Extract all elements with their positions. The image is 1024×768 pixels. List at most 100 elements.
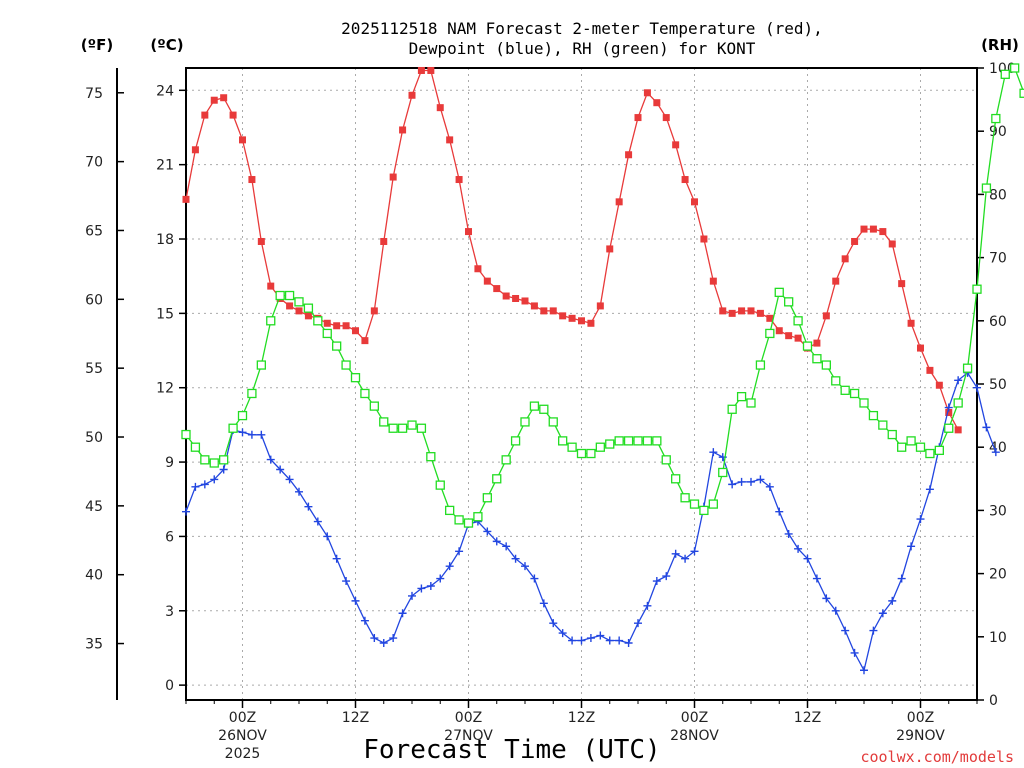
dewpoint-point	[502, 542, 511, 551]
dewpoint-point	[860, 666, 868, 675]
temperature-point	[898, 280, 906, 288]
rh-point	[925, 448, 935, 459]
celsius-tick-label: 15	[156, 306, 174, 322]
temperature-point	[304, 312, 312, 320]
temperature-point	[587, 319, 595, 327]
temperature-point	[794, 334, 802, 342]
x-axis-label: Forecast Time (UTC)	[363, 735, 660, 765]
temperature-point	[832, 277, 840, 285]
rh-point	[765, 328, 775, 339]
dewpoint-point	[313, 517, 322, 526]
dewpoint-point	[765, 482, 774, 491]
dewpoint-point	[916, 515, 925, 524]
dewpoint-point	[549, 619, 558, 628]
dewpoint-point	[219, 465, 228, 474]
dewpoint-point	[426, 581, 435, 590]
rh-point	[454, 515, 464, 525]
temperature-point	[643, 89, 651, 97]
rh-point	[548, 417, 558, 427]
rh-point	[190, 442, 201, 452]
temperature-point	[917, 344, 924, 352]
celsius-tick-label: 21	[156, 158, 174, 174]
temperature-point	[502, 292, 510, 300]
rh-point	[878, 420, 888, 430]
temperature-point	[559, 312, 567, 320]
temperature-point	[201, 111, 209, 119]
rh-point	[595, 442, 605, 452]
rh-point	[266, 316, 276, 326]
temperature-point	[455, 176, 463, 184]
rh-point	[633, 436, 643, 446]
temperature-point	[756, 309, 764, 317]
dewpoint-point	[521, 562, 529, 571]
temperature-point	[841, 255, 849, 263]
dewpoint-point	[436, 574, 445, 583]
rh-point	[181, 429, 191, 440]
temperature-point	[286, 302, 294, 310]
fahrenheit-unit-label: (ºF)	[81, 36, 113, 54]
temperature-point	[869, 225, 877, 233]
rh-point	[567, 442, 577, 452]
series-temperature	[182, 66, 962, 434]
rh-tick-label: 70	[989, 251, 1007, 267]
dewpoint-point	[360, 616, 369, 625]
rh-point	[520, 417, 530, 427]
dewpoint-point	[483, 527, 492, 536]
rh-point	[294, 297, 304, 307]
rh-point	[887, 429, 897, 440]
dewpoint-point	[831, 606, 840, 615]
rh-point	[275, 290, 285, 301]
rh-point	[539, 404, 549, 414]
celsius-tick-label: 3	[165, 604, 174, 620]
rh-point	[944, 423, 954, 433]
rh-point	[200, 455, 210, 465]
temperature-point	[389, 173, 397, 181]
temperature-point	[512, 294, 520, 302]
dewpoint-point	[445, 562, 454, 571]
rh-point	[614, 436, 624, 446]
fahrenheit-tick-label: 45	[85, 499, 103, 515]
celsius-tick-label: 0	[165, 678, 174, 694]
rh-point	[303, 303, 314, 313]
temperature-point	[182, 195, 190, 203]
temperature-point	[229, 111, 237, 119]
fahrenheit-tick-label: 65	[85, 223, 103, 239]
temperature-point	[747, 307, 755, 315]
temperature-point	[361, 337, 369, 345]
rh-point	[812, 354, 822, 364]
dewpoint-point	[869, 626, 878, 635]
temperature-point	[672, 141, 680, 149]
dewpoint-point	[681, 554, 690, 563]
rh-point	[529, 401, 540, 411]
x-tick-label: 29NOV	[896, 728, 945, 744]
dewpoint-point	[191, 482, 200, 491]
celsius-tick-label: 9	[165, 455, 174, 471]
rh-point	[623, 436, 634, 446]
dewpoint-point	[247, 430, 256, 439]
rh-point	[576, 448, 587, 459]
temperature-point	[775, 327, 783, 335]
temperature-point	[653, 99, 661, 107]
dewpoint-point	[803, 554, 812, 563]
rh-point	[558, 436, 568, 446]
rh-point	[435, 480, 445, 490]
temperature-point	[436, 104, 444, 112]
temperature-point	[606, 245, 614, 253]
temperature-point	[954, 426, 962, 434]
rh-point	[689, 499, 700, 509]
dewpoint-point	[304, 502, 313, 511]
x-tick-label: 2025	[225, 746, 261, 762]
temperature-point	[399, 126, 407, 134]
temperature-point	[615, 198, 623, 206]
temperature-point	[370, 307, 378, 315]
rh-point	[397, 423, 408, 433]
dewpoint-point	[577, 636, 586, 645]
temperature-point	[728, 309, 736, 317]
rh-point	[793, 316, 803, 326]
rh-point	[605, 439, 615, 449]
dewpoint-point	[455, 547, 464, 556]
rh-tick-label: 30	[989, 503, 1007, 519]
temperature-point	[935, 381, 943, 389]
temperature-point	[822, 312, 830, 320]
